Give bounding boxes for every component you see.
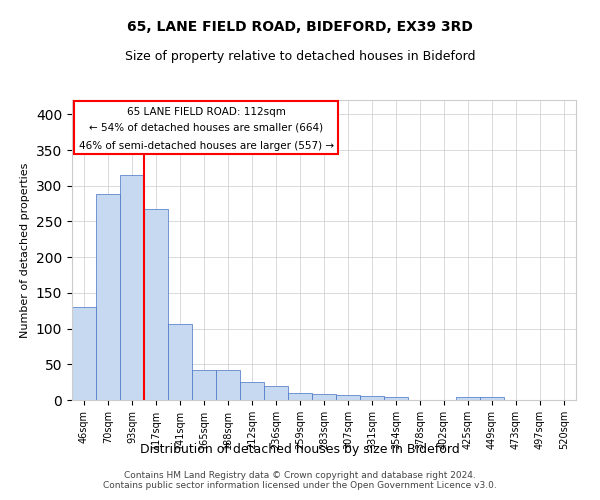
Bar (96, 194, 120, 400)
Text: 65 LANE FIELD ROAD: 112sqm: 65 LANE FIELD ROAD: 112sqm (127, 107, 286, 117)
Bar (288, 393, 312, 400)
Bar (72, 307, 96, 400)
Bar (456, 397, 480, 400)
Text: ← 54% of detached houses are smaller (664): ← 54% of detached houses are smaller (66… (89, 122, 323, 132)
Text: Distribution of detached houses by size in Bideford: Distribution of detached houses by size … (140, 442, 460, 456)
Bar (144, 208, 168, 400)
Bar (336, 395, 360, 400)
Bar (120, 175, 144, 400)
Text: 46% of semi-detached houses are larger (557) →: 46% of semi-detached houses are larger (… (79, 142, 334, 152)
Text: 65, LANE FIELD ROAD, BIDEFORD, EX39 3RD: 65, LANE FIELD ROAD, BIDEFORD, EX39 3RD (127, 20, 473, 34)
Bar (480, 397, 504, 400)
Text: Size of property relative to detached houses in Bideford: Size of property relative to detached ho… (125, 50, 475, 63)
Bar (264, 386, 288, 400)
Bar (192, 370, 216, 400)
Text: Contains HM Land Registry data © Crown copyright and database right 2024.
Contai: Contains HM Land Registry data © Crown c… (103, 470, 497, 490)
Bar (240, 382, 264, 400)
Bar (360, 396, 384, 400)
Bar (384, 397, 408, 400)
Bar (312, 394, 336, 400)
Bar (74, 102, 338, 154)
Bar (216, 370, 240, 400)
Y-axis label: Number of detached properties: Number of detached properties (20, 162, 31, 338)
Bar (168, 324, 192, 400)
